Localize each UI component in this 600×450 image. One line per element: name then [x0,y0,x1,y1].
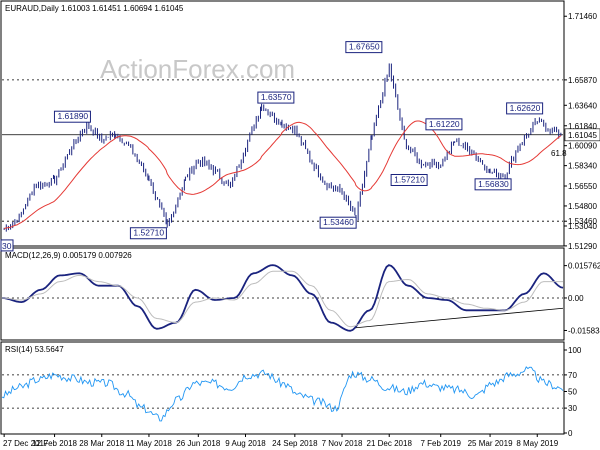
x-tick-label: 7 Nov 2018 [322,439,363,448]
price-callout-box [53,110,91,123]
x-tick-label: 9 Aug 2018 [225,439,266,448]
last-price-marker [564,128,600,142]
price-callout-label: 1.57210 [394,174,425,184]
x-tick-label: 28 Mar 2018 [79,439,124,448]
rsi-line [1,366,564,422]
price-y-tick-label: 1.61840 [568,122,597,131]
price-y-tick-label: 1.53040 [568,222,597,231]
rsi-panel-frame [0,341,565,435]
price-callout-box [390,173,428,186]
macd-y-tick-label: 0.00 [568,294,584,303]
price-callout-label: 1.67650 [349,42,380,52]
rsi-y-tick-label: 50 [568,388,577,397]
price-callout-box [319,216,357,229]
rsi-y-tick-label: 100 [568,346,582,355]
price-callout-box [129,227,167,240]
price-panel-frame [0,0,565,247]
watermark: ActionForex.com [100,54,295,84]
fib-level-label: 61.8 [551,149,567,158]
price-callout-box [257,91,295,104]
x-tick-label: 21 Dec 2018 [367,439,413,448]
price-callout-label: 1.62620 [510,103,541,113]
macd-trend-line [355,307,564,329]
price-callout-label: 30 [2,241,12,251]
x-tick-label: 12 Feb 2018 [32,439,77,448]
macd-line [1,264,564,332]
price-callout-label: 1.52710 [133,228,164,238]
price-y-tick-label: 1.56550 [568,182,597,191]
x-tick-label: 26 Jun 2018 [176,439,221,448]
macd-signal-line [1,270,563,328]
price-callout-label: 1.61220 [429,119,460,129]
price-y-tick-label: 1.63640 [568,101,597,110]
macd-y-tick-label: -0.015834 [568,326,600,335]
price-callout-box [425,118,463,131]
x-tick-label: 11 May 2018 [126,439,172,448]
price-y-tick-label: 1.65870 [568,76,597,85]
x-tick-label: 27 Dec 2017 [3,439,49,448]
price-callout-box [345,41,383,54]
x-tick-label: 25 Mar 2019 [468,439,513,448]
price-callout-box [506,102,544,115]
price-y-tick-label: 1.53460 [568,217,597,226]
rsi-panel-title: RSI(14) 53.5647 [5,345,64,354]
price-panel-title: EURAUD,Daily 1.61003 1.61451 1.60694 1.6… [5,4,184,13]
price-y-tick-label: 1.51290 [568,242,597,251]
price-callout-label: 1.61890 [57,111,88,121]
x-tick-label: 7 Feb 2019 [420,439,461,448]
price-y-tick-label: 1.54800 [568,202,597,211]
macd-y-tick-label: 0.015762 [568,262,600,271]
rsi-y-tick-label: 30 [568,404,577,413]
price-y-tick-label: 1.71460 [568,12,597,21]
rsi-y-tick-label: 0 [568,429,573,438]
price-y-tick-label: 1.58340 [568,162,597,171]
x-tick-label: 24 Sep 2018 [272,439,318,448]
price-callout-box [0,239,14,252]
price-callout-label: 1.53460 [323,217,354,227]
price-callout-box [474,178,512,191]
macd-panel-title: MACD(12,26,9) 0.005179 0.007926 [5,251,132,260]
x-tick-label: 8 May 2019 [516,439,558,448]
moving-average-line [3,120,562,230]
price-y-tick-label: 1.60090 [568,142,597,151]
price-callout-label: 1.63570 [261,92,292,102]
macd-panel-frame [0,247,565,341]
last-price-label: 1.61045 [568,131,597,140]
rsi-y-tick-label: 70 [568,371,577,380]
price-callout-label: 1.56830 [478,179,509,189]
